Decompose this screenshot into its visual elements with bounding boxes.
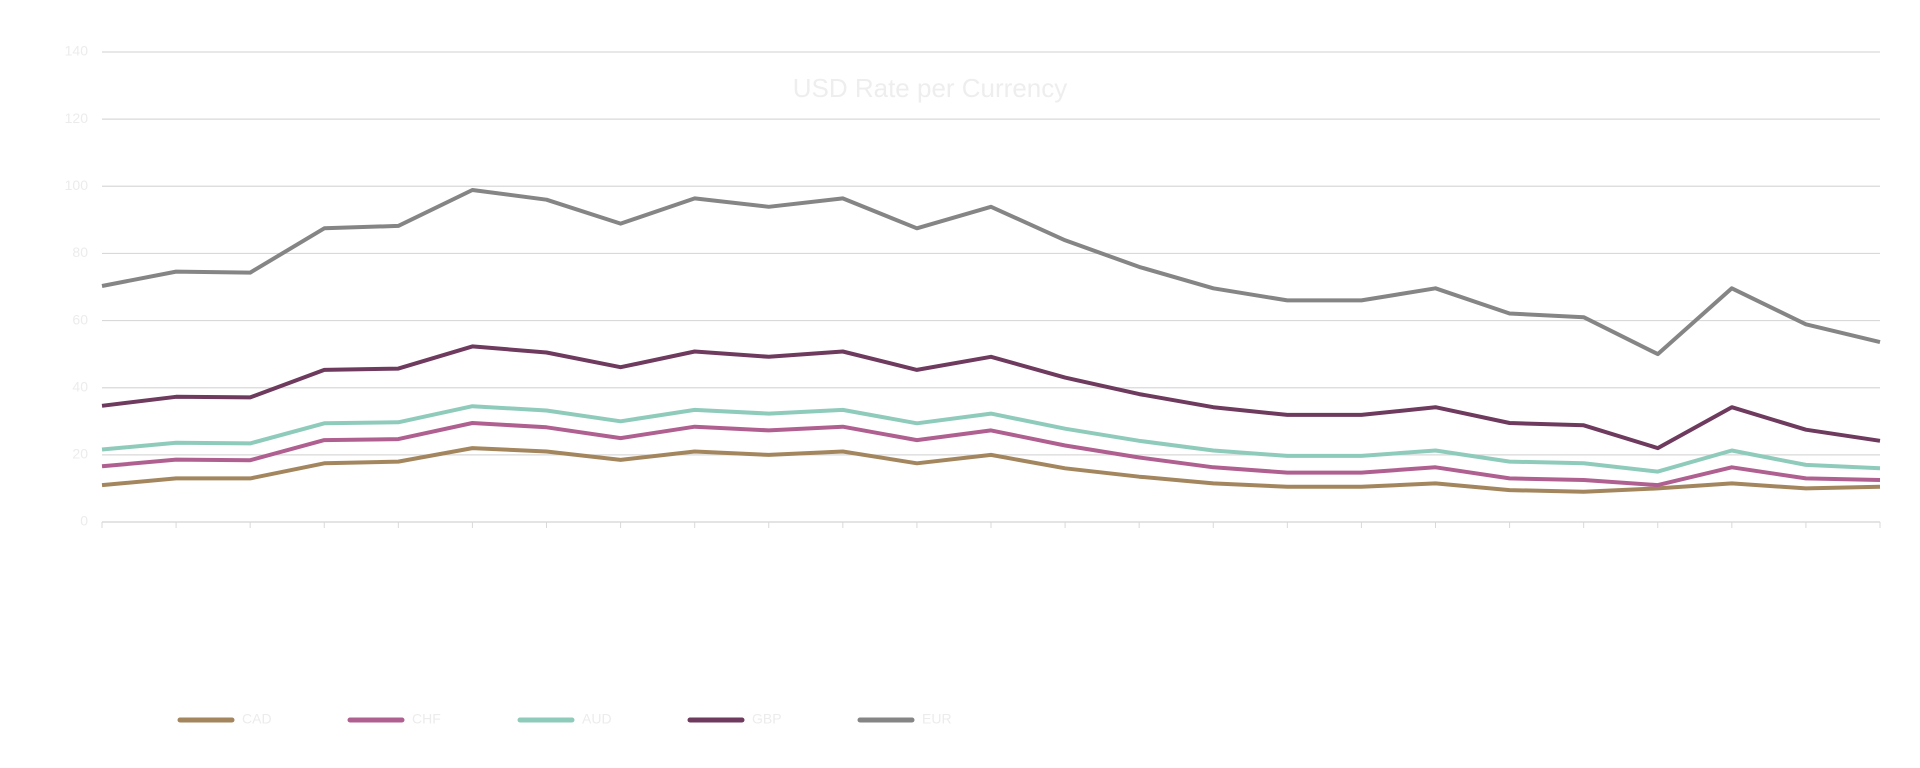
y-tick-label: 40 (72, 378, 88, 394)
y-tick-label: 120 (65, 110, 89, 126)
y-tick-label: 100 (65, 177, 89, 193)
legend-label: AUD (582, 711, 612, 727)
y-tick-label: 140 (65, 43, 89, 59)
series-line (101, 446, 1881, 494)
series-line (101, 188, 1881, 357)
legend-label: CAD (242, 711, 272, 727)
legend-label: EUR (922, 711, 952, 727)
series-line (101, 344, 1881, 451)
y-tick-label: 60 (72, 311, 88, 327)
chart-title: USD Rate per Currency (793, 73, 1068, 103)
legend-label: GBP (752, 711, 782, 727)
series-line (101, 404, 1881, 474)
legend-label: CHF (412, 711, 441, 727)
series-line (101, 421, 1881, 488)
y-tick-label: 20 (72, 446, 88, 462)
y-tick-label: 80 (72, 244, 88, 260)
y-tick-label: 0 (80, 513, 88, 529)
